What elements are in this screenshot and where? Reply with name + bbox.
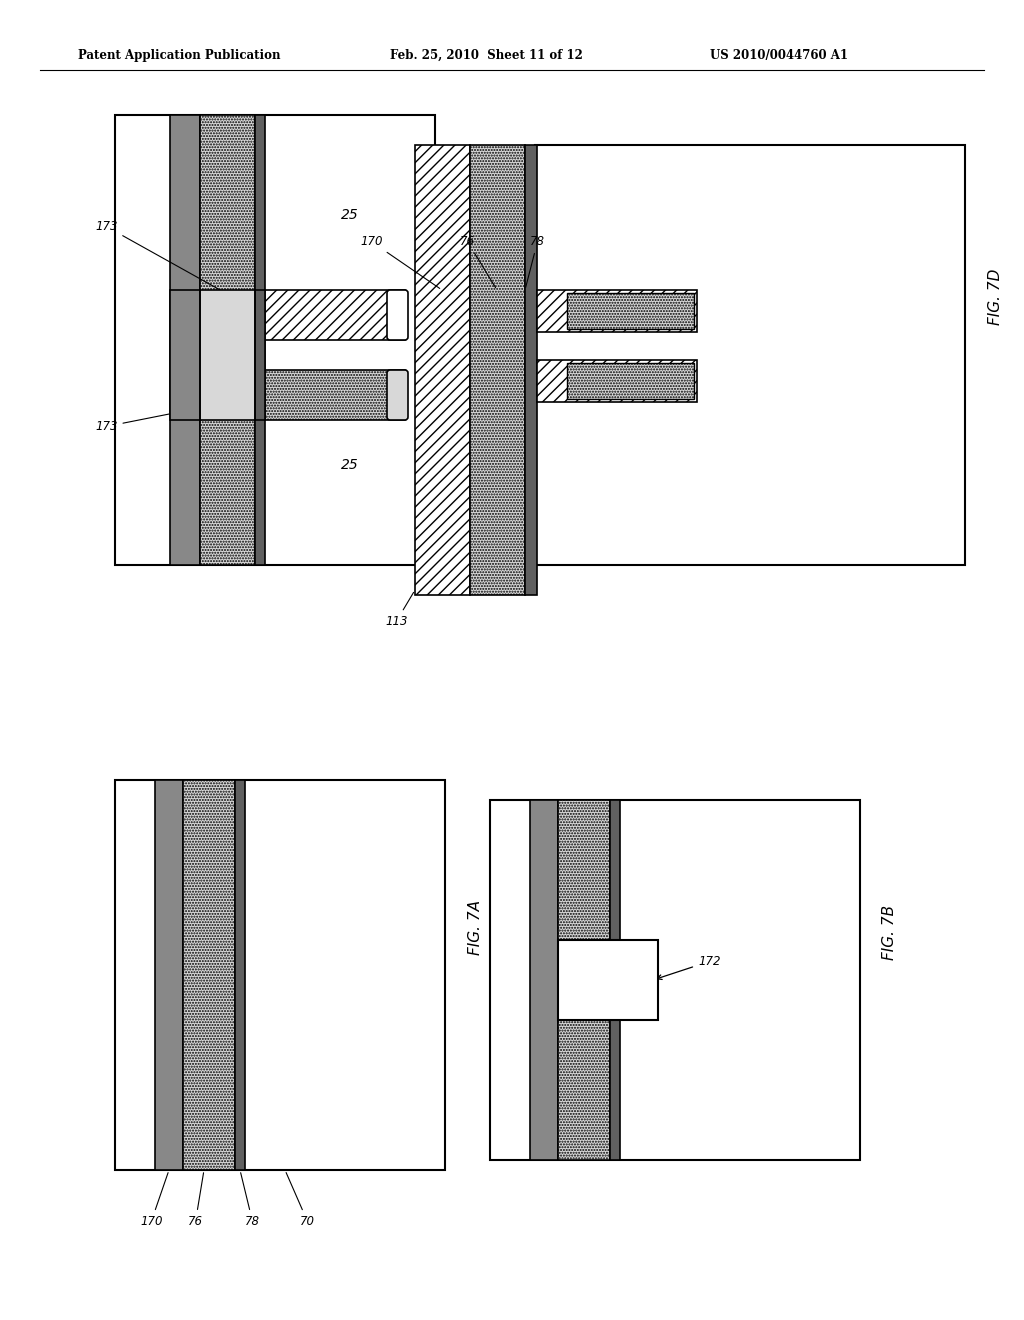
Bar: [537, 360, 697, 403]
Bar: [255, 290, 265, 420]
Bar: [567, 293, 694, 329]
Text: FIG. 7D: FIG. 7D: [987, 269, 1002, 325]
Bar: [558, 800, 610, 1160]
Text: 78: 78: [525, 235, 545, 288]
Text: 76: 76: [460, 235, 496, 288]
Bar: [170, 115, 200, 565]
Text: FIG. 7B: FIG. 7B: [883, 906, 897, 960]
Text: 25: 25: [341, 209, 358, 222]
Bar: [170, 290, 265, 420]
Text: Patent Application Publication: Patent Application Publication: [78, 49, 281, 62]
FancyBboxPatch shape: [387, 370, 408, 420]
Bar: [200, 290, 255, 420]
Text: 71: 71: [381, 304, 399, 317]
Bar: [115, 115, 435, 565]
Bar: [567, 363, 694, 399]
Bar: [537, 290, 697, 333]
Text: 173: 173: [95, 220, 262, 314]
Bar: [525, 145, 537, 595]
Text: 173: 173: [95, 396, 262, 433]
Bar: [490, 800, 860, 1160]
Bar: [200, 115, 255, 565]
Text: US 2010/0044760 A1: US 2010/0044760 A1: [710, 49, 848, 62]
Bar: [470, 145, 525, 595]
Bar: [183, 780, 234, 1170]
Bar: [234, 780, 245, 1170]
FancyBboxPatch shape: [387, 290, 408, 341]
Text: FIG. 7C: FIG. 7C: [458, 255, 472, 310]
Text: 113: 113: [385, 593, 414, 628]
Text: FIG. 7A: FIG. 7A: [468, 900, 482, 954]
Bar: [558, 940, 658, 1020]
Text: 76: 76: [188, 1172, 204, 1228]
Bar: [265, 370, 406, 420]
Text: 70: 70: [286, 1172, 315, 1228]
Text: 170: 170: [360, 235, 439, 289]
Bar: [415, 145, 470, 595]
Bar: [530, 800, 558, 1160]
Bar: [200, 290, 255, 420]
Bar: [155, 780, 183, 1170]
Bar: [265, 290, 406, 341]
Bar: [115, 780, 445, 1170]
Text: Feb. 25, 2010  Sheet 11 of 12: Feb. 25, 2010 Sheet 11 of 12: [390, 49, 583, 62]
Bar: [535, 145, 965, 565]
Bar: [255, 115, 265, 565]
Text: 25: 25: [341, 458, 358, 473]
Text: 172: 172: [657, 954, 721, 979]
Text: 71a: 71a: [382, 383, 409, 397]
Bar: [610, 800, 620, 1160]
Bar: [170, 290, 200, 420]
Bar: [255, 290, 265, 420]
Text: 78: 78: [241, 1172, 260, 1228]
Text: 170: 170: [140, 1172, 168, 1228]
